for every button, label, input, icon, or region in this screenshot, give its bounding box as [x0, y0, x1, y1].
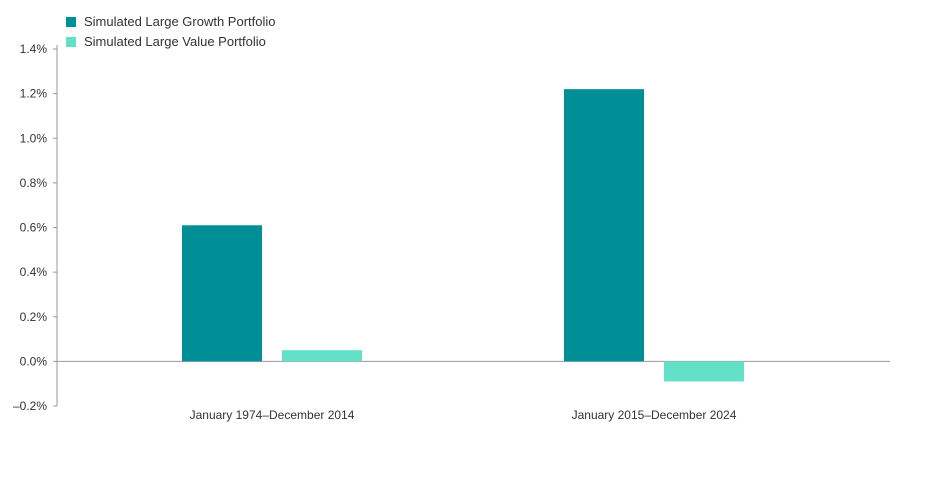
y-tick-label: 0.8%	[20, 176, 48, 190]
y-tick-label: 1.4%	[20, 42, 48, 56]
bar	[564, 89, 644, 362]
x-category-label: January 2015–December 2024	[572, 408, 737, 422]
y-tick-label: 0.2%	[20, 310, 48, 324]
legend-label: Simulated Large Growth Portfolio	[84, 14, 275, 29]
bar	[182, 225, 262, 362]
y-tick-label: 0.6%	[20, 221, 48, 235]
legend-swatch	[66, 37, 76, 47]
y-tick-label: 1.2%	[20, 87, 48, 101]
y-tick-label: 0.0%	[20, 354, 48, 368]
y-tick-label: –0.2%	[13, 399, 47, 413]
legend-label: Simulated Large Value Portfolio	[84, 34, 266, 49]
bar	[664, 361, 744, 382]
y-tick-label: 1.0%	[20, 131, 48, 145]
x-category-label: January 1974–December 2014	[190, 408, 355, 422]
y-tick-label: 0.4%	[20, 265, 48, 279]
bar	[282, 350, 362, 362]
legend-swatch	[66, 17, 76, 27]
